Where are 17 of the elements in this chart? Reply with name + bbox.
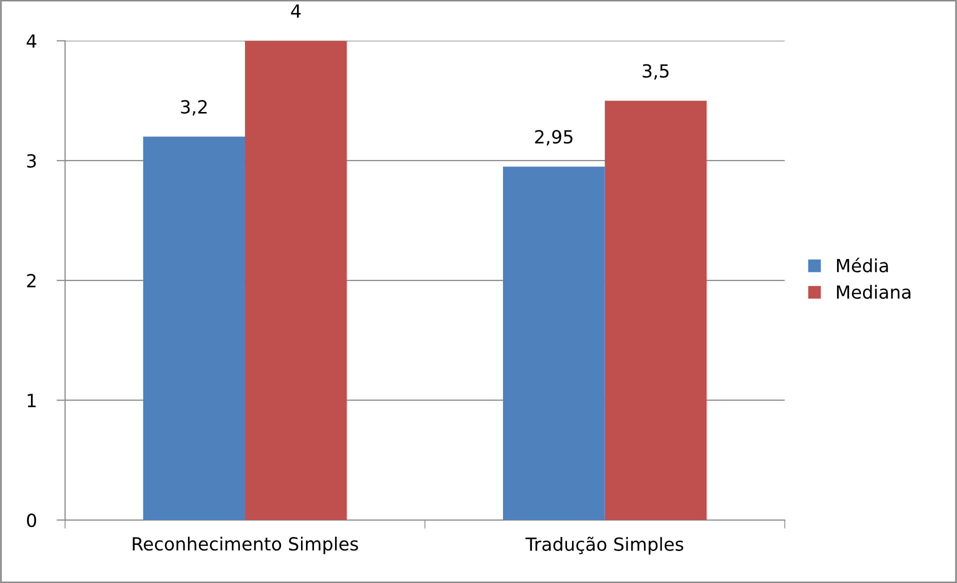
y-tick-label: 0 [27, 513, 36, 528]
y-tick-label: 3 [27, 154, 36, 168]
bar [604, 100, 707, 520]
y-tick-label: 2 [27, 274, 36, 288]
data-label: 3,2 [181, 100, 207, 116]
data-label: 3,5 [642, 64, 669, 80]
data-label: 4 [291, 4, 301, 18]
legend-label: Média [837, 258, 888, 272]
legend-label: Mediana [837, 284, 910, 299]
x-tick-label: Reconhecimento Simples [132, 536, 358, 554]
data-label: 2,95 [535, 130, 572, 146]
y-tick-label: 1 [28, 394, 36, 408]
bar [502, 166, 605, 520]
bar [143, 136, 245, 520]
x-tick-label: Tradução Simples [525, 536, 684, 554]
y-tick-label: 4 [26, 34, 36, 48]
bar [244, 40, 347, 520]
